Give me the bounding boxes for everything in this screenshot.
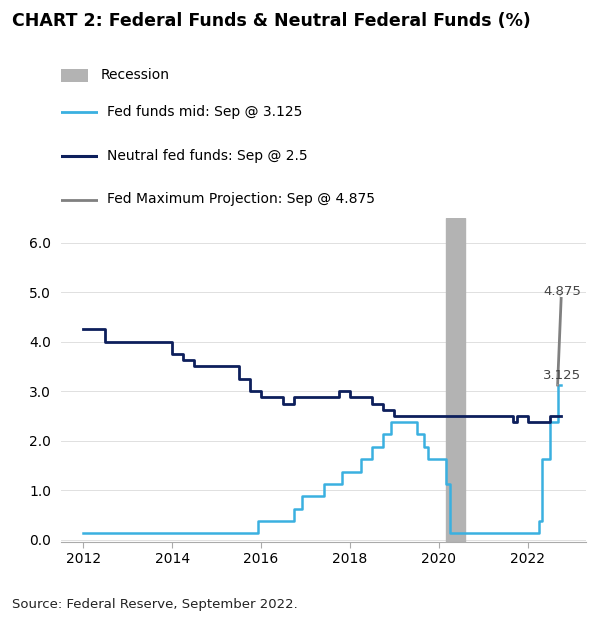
Text: 4.875: 4.875	[544, 285, 581, 298]
Text: Source: Federal Reserve, September 2022.: Source: Federal Reserve, September 2022.	[12, 598, 298, 611]
Text: 3.125: 3.125	[544, 369, 581, 385]
Text: Recession: Recession	[101, 68, 170, 82]
Text: CHART 2: Federal Funds & Neutral Federal Funds (%): CHART 2: Federal Funds & Neutral Federal…	[12, 12, 531, 31]
Text: Neutral fed funds: Sep @ 2.5: Neutral fed funds: Sep @ 2.5	[107, 149, 307, 163]
Bar	[447, 218, 465, 542]
Text: Fed funds mid: Sep @ 3.125: Fed funds mid: Sep @ 3.125	[107, 105, 302, 119]
Text: Fed Maximum Projection: Sep @ 4.875: Fed Maximum Projection: Sep @ 4.875	[107, 193, 375, 206]
